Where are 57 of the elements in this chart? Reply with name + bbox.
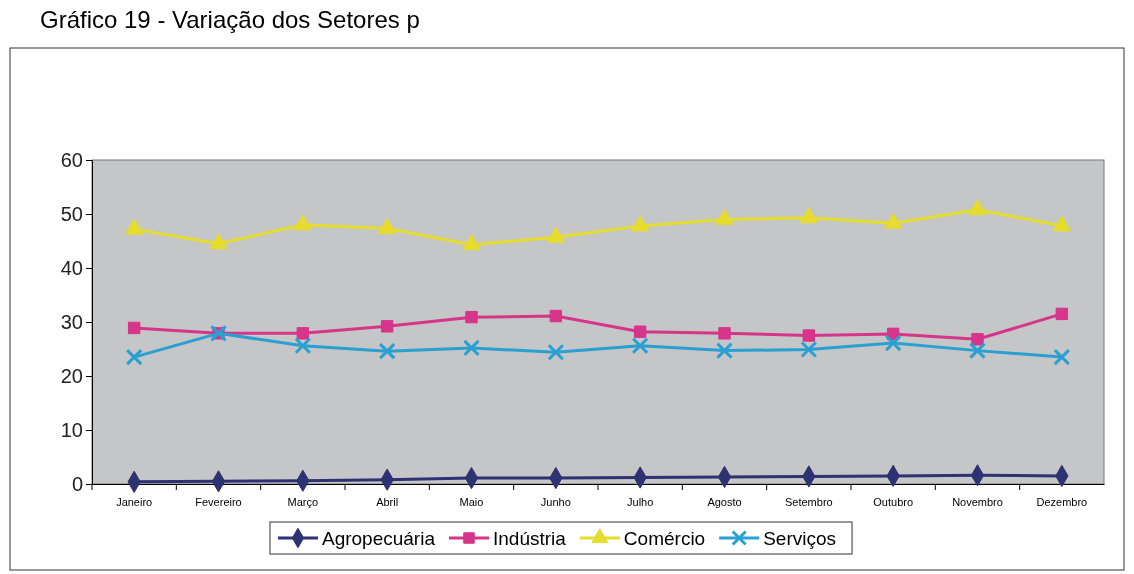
point — [293, 214, 312, 231]
y-tick-label: 50 — [60, 202, 83, 225]
x-tick-label: Dezembro — [1036, 496, 1088, 509]
point — [718, 327, 731, 340]
legend-label: Agropecuária — [321, 528, 436, 549]
y-tick-label: 40 — [60, 256, 83, 279]
point — [715, 342, 734, 360]
point — [1055, 307, 1069, 321]
x-tick-label: Setembro — [784, 496, 833, 509]
point — [125, 348, 143, 366]
point — [968, 199, 987, 216]
x-tick-label: Julho — [627, 496, 654, 509]
x-tick-label: Outubro — [873, 496, 914, 509]
x-tick-label: Junho — [540, 496, 571, 509]
point — [631, 215, 650, 232]
y-tick-label: 10 — [60, 418, 83, 441]
point — [378, 218, 397, 235]
point — [802, 329, 816, 342]
point — [971, 333, 984, 346]
legend-label: Indústria — [492, 528, 567, 549]
chart-title: Gráfico 19 - Variação dos Setores p — [40, 6, 420, 33]
point — [549, 309, 563, 323]
x-tick-label: Março — [287, 496, 319, 509]
point — [209, 233, 228, 250]
point — [465, 310, 478, 324]
x-tick-label: Janeiro — [116, 496, 153, 509]
point — [631, 337, 649, 355]
legend-label: Serviços — [763, 528, 837, 549]
x-tick-label: Novembro — [952, 496, 1003, 509]
point — [884, 334, 902, 352]
point — [633, 325, 647, 338]
point — [715, 208, 734, 225]
point — [462, 339, 481, 357]
y-tick-label: 20 — [60, 364, 83, 387]
point — [127, 321, 141, 335]
point — [800, 341, 818, 359]
point — [968, 342, 987, 360]
x-tick-label: Agosto — [707, 496, 742, 509]
y-tick-label: 60 — [60, 148, 83, 171]
point — [296, 327, 310, 340]
x-tick-label: Abril — [376, 496, 399, 509]
point — [799, 207, 818, 224]
y-tick-label: 0 — [71, 472, 83, 495]
point — [125, 218, 144, 235]
x-tick-label: Fevereiro — [195, 496, 242, 509]
point — [380, 320, 394, 333]
point — [294, 337, 312, 355]
point — [547, 343, 565, 361]
x-tick-label: Maio — [459, 496, 484, 509]
point — [1052, 215, 1071, 232]
legend-label: Comércio — [623, 528, 706, 549]
point — [462, 234, 481, 251]
point — [546, 226, 565, 243]
y-tick-label: 30 — [60, 310, 83, 333]
point — [378, 342, 396, 360]
point — [884, 212, 903, 229]
point — [1053, 348, 1071, 366]
